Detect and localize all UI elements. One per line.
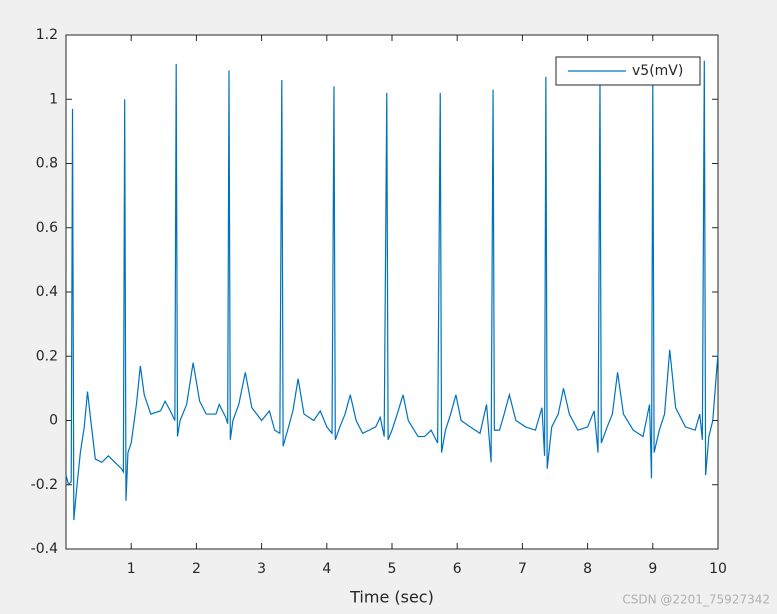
y-tick-label: -0.2 xyxy=(31,477,58,493)
x-tick-label: 4 xyxy=(322,561,331,577)
y-tick-label: 1 xyxy=(49,91,58,107)
plot-area xyxy=(65,34,719,550)
x-tick-label: 7 xyxy=(518,561,527,577)
x-tick-label: 5 xyxy=(388,561,397,577)
x-tick-label: 9 xyxy=(648,561,657,577)
x-tick-label: 6 xyxy=(453,561,462,577)
line-series xyxy=(65,60,719,521)
x-tick-label: 1 xyxy=(127,561,136,577)
y-tick-label: 0.8 xyxy=(36,156,58,172)
x-tick-label: 10 xyxy=(709,561,727,577)
y-tick-label: -0.4 xyxy=(31,541,58,557)
y-tick-label: 0.6 xyxy=(36,220,58,236)
y-tick-label: 1.2 xyxy=(36,27,58,43)
legend-label: v5(mV) xyxy=(632,63,683,79)
y-tick-label: 0.2 xyxy=(36,348,58,364)
y-tick-label: 0.4 xyxy=(36,284,58,300)
x-axis-label: Time (sec) xyxy=(349,588,434,607)
watermark: CSDN @2201_75927342 xyxy=(622,593,770,607)
y-tick-label: 0 xyxy=(49,413,58,429)
x-tick-label: 8 xyxy=(583,561,592,577)
x-tick-label: 3 xyxy=(257,561,266,577)
x-tick-label: 2 xyxy=(192,561,201,577)
